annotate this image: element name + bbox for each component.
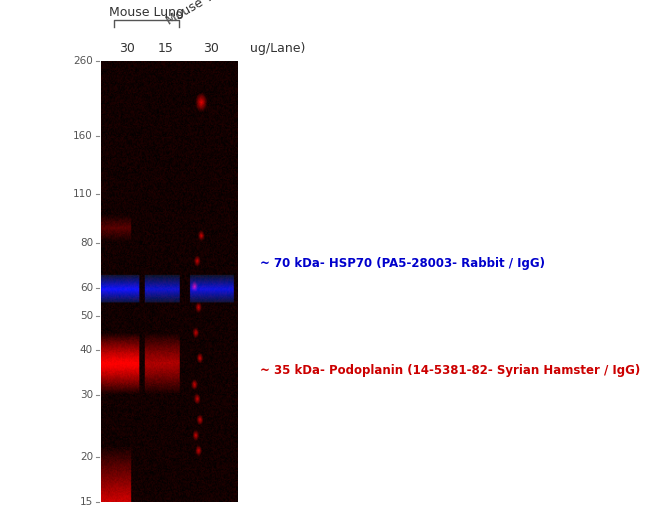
- Text: 80: 80: [80, 239, 93, 248]
- Text: Mouse Testis: Mouse Testis: [164, 0, 239, 28]
- Text: 260: 260: [73, 56, 93, 67]
- Text: Mouse Lung: Mouse Lung: [109, 6, 184, 19]
- Text: 60: 60: [80, 283, 93, 293]
- Text: 110: 110: [73, 189, 93, 199]
- Text: 30: 30: [203, 42, 219, 55]
- Text: 15: 15: [80, 497, 93, 507]
- Text: 15: 15: [158, 42, 174, 55]
- Text: 40: 40: [80, 346, 93, 355]
- Text: 50: 50: [80, 311, 93, 321]
- Text: 20: 20: [80, 453, 93, 462]
- Text: ~ 70 kDa- HSP70 (PA5-28003- Rabbit / IgG): ~ 70 kDa- HSP70 (PA5-28003- Rabbit / IgG…: [260, 258, 545, 270]
- Text: 30: 30: [119, 42, 135, 55]
- Text: 160: 160: [73, 132, 93, 141]
- Text: 30: 30: [80, 390, 93, 400]
- Text: ~ 35 kDa- Podoplanin (14-5381-82- Syrian Hamster / IgG): ~ 35 kDa- Podoplanin (14-5381-82- Syrian…: [260, 365, 640, 377]
- Text: ug/Lane): ug/Lane): [250, 42, 306, 55]
